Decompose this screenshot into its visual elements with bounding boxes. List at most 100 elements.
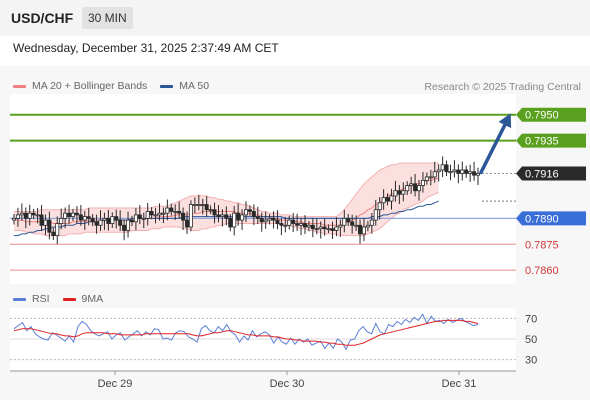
candle-body [287, 219, 292, 226]
timeframe-badge[interactable]: 30 MIN [82, 7, 133, 29]
candle-body [86, 216, 91, 219]
candle-body [153, 214, 158, 217]
candle-body [157, 212, 162, 216]
candle-body [216, 214, 221, 218]
candle-body [204, 204, 209, 211]
candle-body [440, 164, 445, 171]
candle-body [389, 195, 394, 202]
candle-body [365, 224, 370, 228]
candle-body [444, 164, 449, 173]
candle-body [267, 217, 272, 221]
candle-body [247, 209, 252, 212]
candle-body [196, 204, 201, 206]
candle-body [393, 190, 398, 197]
rsi-line [13, 313, 479, 351]
legend-swatch-ma50 [160, 84, 174, 88]
candle-body [306, 224, 311, 228]
candle-body [460, 169, 465, 174]
candle-body [228, 217, 233, 228]
candle-body [145, 211, 150, 219]
candle-body [173, 211, 178, 213]
candle-body [243, 209, 248, 216]
candle-body [133, 214, 138, 223]
candle-body [39, 214, 44, 226]
candle-body [165, 207, 170, 214]
candle-body [255, 216, 260, 219]
legend-main: MA 20 + Bollinger Bands MA 50 [13, 80, 209, 92]
candle-body [358, 224, 363, 235]
x-tick-label: Dec 29 [98, 378, 133, 390]
candle-body [448, 171, 453, 174]
candle-body [413, 183, 418, 192]
candle-body [354, 224, 359, 227]
candle-body [263, 219, 268, 223]
candle-body [74, 212, 79, 216]
candle-body [428, 176, 433, 179]
copyright-text: Research © 2025 Trading Central [424, 81, 581, 93]
candle-body [369, 219, 374, 226]
candle-body [456, 169, 461, 174]
candle-body [192, 204, 197, 206]
candle-body [59, 217, 64, 224]
candle-body [200, 204, 205, 206]
candle-body [346, 217, 351, 223]
candle-body [314, 228, 319, 231]
candle-body [420, 179, 425, 186]
candle-body [51, 231, 56, 237]
level-tag-3 [516, 211, 586, 226]
candle-body [259, 217, 264, 223]
candle-body [452, 169, 457, 173]
level-tag-1 [516, 133, 586, 148]
candle-body [350, 221, 355, 226]
candle-body [436, 169, 441, 173]
candle-body [188, 204, 193, 228]
candle-body [31, 212, 36, 216]
candle-body [90, 217, 95, 223]
candle-body [424, 176, 429, 181]
candle-body [334, 226, 339, 231]
legend-label-ma20: MA 20 + Bollinger Bands [32, 80, 148, 92]
legend-rsi: RSI 9MA [13, 293, 103, 305]
level-label-3: 0.7890 [525, 213, 559, 225]
candle-body [27, 212, 32, 219]
candle-body [377, 202, 382, 211]
timestamp: Wednesday, December 31, 2025 2:37:49 AM … [13, 41, 279, 55]
candle-body [291, 219, 296, 224]
candle-body [106, 217, 111, 224]
chart-header: USD/CHF 30 MIN [0, 0, 590, 36]
candle-body [181, 212, 186, 221]
candle-body [310, 224, 315, 230]
candle-body [302, 223, 307, 228]
candle-body [279, 223, 284, 226]
x-tick-label: Dec 30 [270, 378, 305, 390]
candle-body [220, 214, 225, 218]
rsi-tick-50: 50 [525, 334, 537, 346]
candle-body [161, 212, 166, 215]
candle-body [397, 190, 402, 195]
forecast-arrow-head [498, 113, 512, 129]
rsi-tick-70: 70 [525, 313, 537, 325]
candle-body [114, 216, 119, 221]
candle-body [141, 217, 146, 220]
legend-swatch-ma20 [13, 84, 26, 88]
bollinger-upper-line [14, 162, 439, 218]
legend-label-9ma: 9MA [81, 293, 104, 305]
candle-body [271, 217, 276, 221]
candle-body [299, 223, 304, 226]
candle-body [417, 185, 422, 192]
candle-body [78, 214, 83, 221]
candle-body [432, 171, 437, 178]
legend-label-rsi: RSI [32, 293, 50, 305]
candle-body [373, 209, 378, 221]
candle-body [169, 207, 174, 212]
candle-body [177, 211, 182, 214]
candle-body [118, 219, 123, 226]
candle-body [212, 209, 217, 216]
level-tag-2 [516, 166, 586, 181]
candle-body [70, 212, 75, 218]
candle-body [137, 214, 142, 219]
rsi-tick-30: 30 [525, 355, 537, 367]
level-label-2: 0.7916 [525, 168, 559, 180]
candle-body [82, 216, 87, 221]
level-tag-0 [516, 107, 586, 122]
